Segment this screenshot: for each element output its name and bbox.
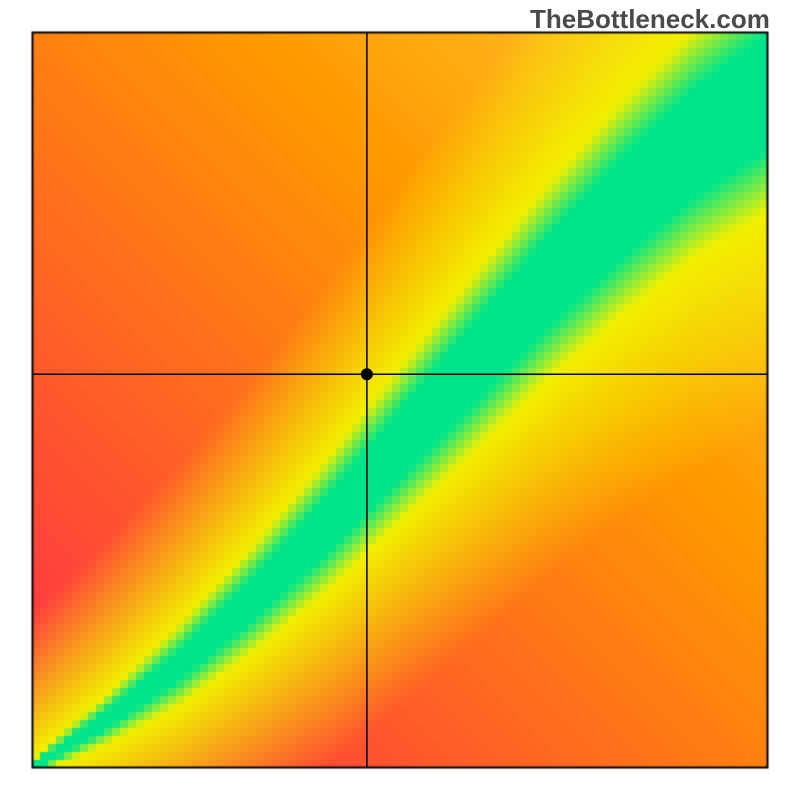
attribution-text: TheBottleneck.com: [530, 4, 770, 35]
chart-container: TheBottleneck.com: [0, 0, 800, 800]
bottleneck-heatmap: [0, 0, 800, 800]
